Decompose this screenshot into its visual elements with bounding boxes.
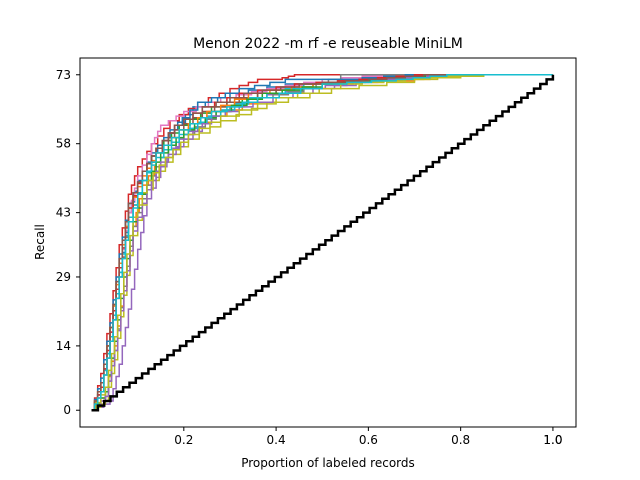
x-tick-label: 0.4 xyxy=(267,433,286,447)
x-tick-label: 1.0 xyxy=(543,433,562,447)
x-tick-label: 1.0 xyxy=(543,433,562,447)
recall-curve-16 xyxy=(91,74,553,411)
y-tick-label: 73 xyxy=(56,68,71,82)
x-axis-label: Proportion of labeled records xyxy=(241,456,415,470)
x-tick-label: 0.6 xyxy=(359,433,378,447)
y-tick-label: 14 xyxy=(56,339,71,353)
random-baseline-curve xyxy=(91,74,555,412)
x-axis: 0.2 0.4 0.6 0.8 1.01.0 xyxy=(174,427,562,447)
y-tick-label: 0 xyxy=(63,403,71,417)
baseline-layer xyxy=(91,74,555,412)
recall-curve-17 xyxy=(91,74,553,411)
x-tick-label: 0.8 xyxy=(451,433,470,447)
y-tick-label: 43 xyxy=(56,206,71,220)
recall-curve-18 xyxy=(91,74,553,411)
plot-frame xyxy=(79,57,577,428)
y-tick-label: 29 xyxy=(56,270,71,284)
series-layer xyxy=(91,74,553,411)
x-tick-label: 0.2 xyxy=(174,433,193,447)
y-axis: 0 14 29 43 58 73 xyxy=(56,68,80,417)
chart-title: Menon 2022 -m rf -e reuseable MiniLM xyxy=(193,36,463,52)
y-axis-label: Recall xyxy=(33,224,47,260)
y-tick-label: 58 xyxy=(56,137,71,151)
